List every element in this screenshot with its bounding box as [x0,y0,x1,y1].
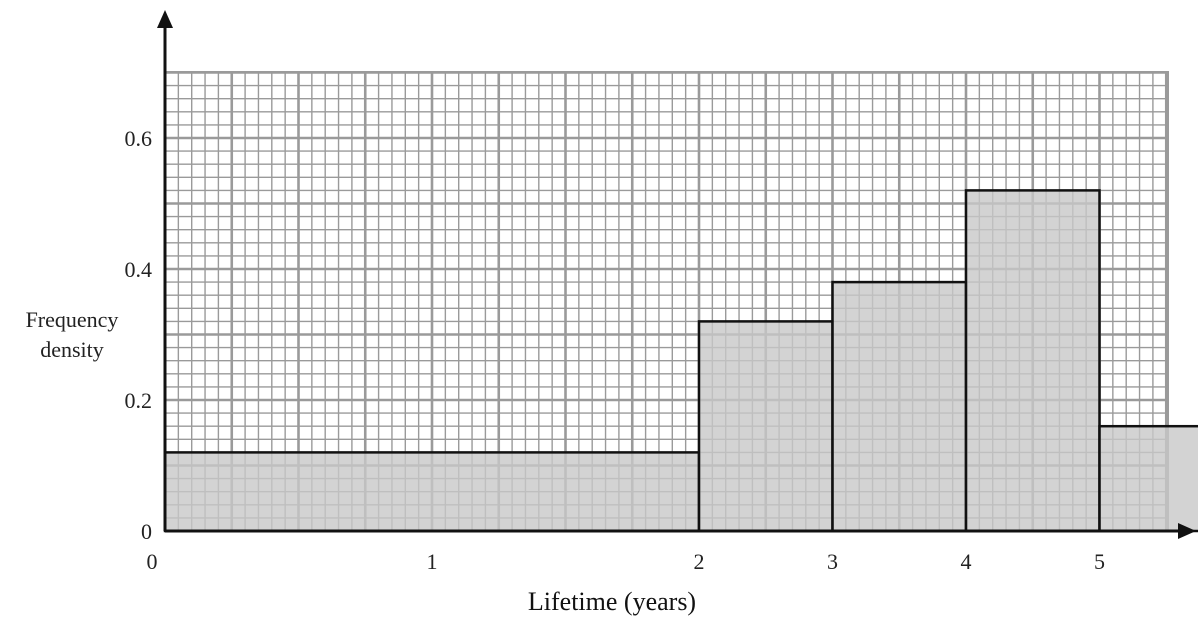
bars [163,189,1198,533]
x-tick-label: 4 [961,549,972,574]
histogram-bar-5 [1098,424,1198,533]
x-tick-label: 0 [147,549,158,574]
histogram-bar-1 [163,451,701,533]
histogram-bar-2 [697,320,834,533]
histogram-bar-4 [964,189,1101,533]
y-tick-label: 0.6 [125,126,153,151]
x-tick-label: 5 [1094,549,1105,574]
y-tick-label: 0.4 [125,257,153,282]
x-axis-title: Lifetime (years) [528,587,696,616]
x-axis-arrow [1178,523,1196,539]
axes [157,10,1196,539]
x-tick-label: 1 [427,549,438,574]
y-axis-title: Frequency density [26,307,119,362]
y-tick-labels: 0 0.2 0.4 0.6 [125,126,153,544]
x-tick-label: 2 [694,549,705,574]
histogram-bar-3 [831,280,968,533]
x-tick-labels: 01234567 [147,549,1106,574]
y-tick-label: 0.2 [125,388,153,413]
y-axis-arrow [157,10,173,28]
y-tick-label: 0 [141,519,152,544]
y-axis-title-line: Frequency [26,307,119,332]
y-axis-title-line: density [40,337,104,362]
x-tick-label: 3 [827,549,838,574]
